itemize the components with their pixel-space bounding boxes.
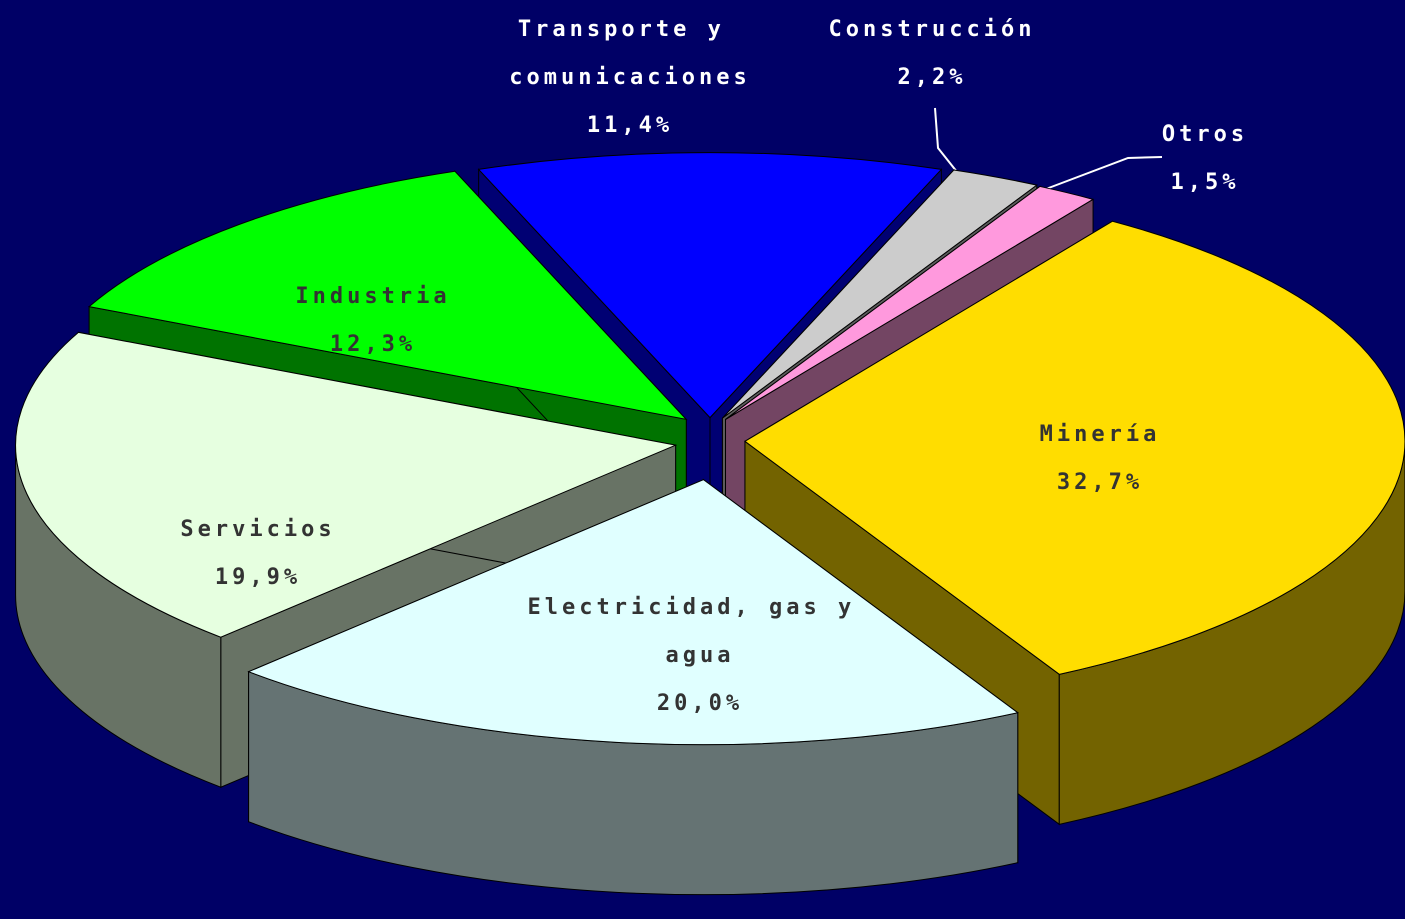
value-label: 12,3% [330,332,416,357]
slice [725,185,1095,420]
slice-label: Servicios [180,517,335,542]
slice-label: Construcción [829,17,1036,42]
label-line: Otros [1162,122,1248,147]
label-line: Construcción [829,17,1036,42]
slice [87,170,688,421]
value-label: 19,9% [215,565,301,590]
slice-label: Transporte y comunicaciones [509,17,750,90]
value-label: 11,4% [587,113,673,138]
label-line: agua [666,643,735,668]
value-label: 32,7% [1057,470,1143,495]
slice [247,479,1019,746]
slice [15,331,678,638]
slice-label: Electricidad, gas y agua [528,595,873,668]
label-line: Servicios [180,517,335,542]
leader-line [1037,156,1163,193]
slice [247,478,1019,896]
slice-label: Industria [295,284,450,309]
value-label: 1,5% [1171,170,1240,195]
label-line: Electricidad, gas y [528,595,873,620]
slice [477,152,943,419]
slice-label: Otros [1162,122,1248,147]
value-label: 20,0% [657,691,743,716]
label-line: comunicaciones [509,65,750,90]
slice [722,169,1038,419]
label-line: Industria [295,284,450,309]
slice-label: Minería [1040,422,1161,447]
label-line: Transporte y [518,17,742,42]
value-label: 2,2% [898,65,967,90]
slice [744,220,1405,675]
label-line: Minería [1040,422,1161,447]
